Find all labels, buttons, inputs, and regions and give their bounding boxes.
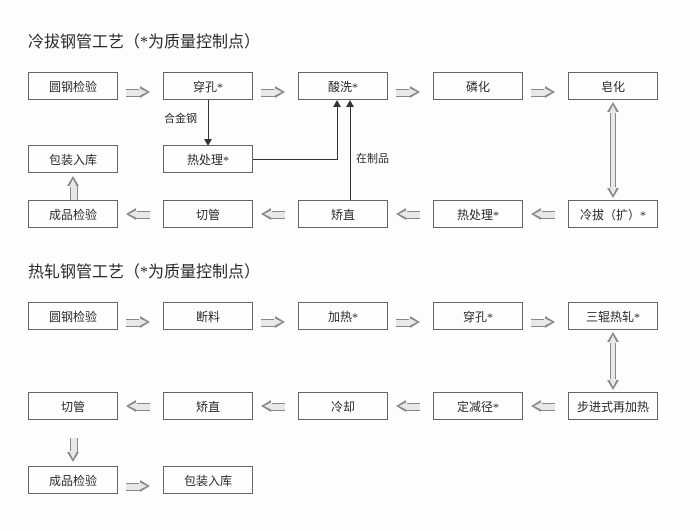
node-m10: 步进式再加热	[568, 392, 658, 420]
node-m12: 包装入库	[163, 466, 253, 494]
node-n7: 热处理*	[163, 145, 253, 173]
node-label: 切管	[196, 206, 220, 223]
node-n3: 酸洗*	[298, 72, 388, 100]
node-m2: 断料	[163, 302, 253, 330]
node-label: 冷拔（扩）*	[580, 206, 646, 223]
node-n12: 冷拔（扩）*	[568, 200, 658, 228]
node-label: 穿孔*	[193, 78, 223, 95]
diagram-canvas: 冷拔钢管工艺（*为质量控制点） 圆钢检验 穿孔* 酸洗* 磷化 皂化 包装入库 …	[0, 0, 700, 531]
node-label: 热处理*	[457, 206, 499, 223]
node-n4: 磷化	[433, 72, 523, 100]
node-n9: 切管	[163, 200, 253, 228]
node-label: 三辊热轧*	[586, 308, 640, 325]
node-n1: 圆钢检验	[28, 72, 118, 100]
node-m9: 定减径*	[433, 392, 523, 420]
node-label: 切管	[61, 398, 85, 415]
node-label: 矫直	[331, 206, 355, 223]
node-label: 包装入库	[49, 151, 97, 168]
node-label: 加热*	[328, 308, 358, 325]
node-n11: 热处理*	[433, 200, 523, 228]
node-label: 断料	[196, 308, 220, 325]
node-label: 定减径*	[457, 398, 499, 415]
node-n6: 包装入库	[28, 145, 118, 173]
node-label: 穿孔*	[463, 308, 493, 325]
node-label: 磷化	[466, 78, 490, 95]
arrow-bidir-icon	[607, 332, 619, 390]
node-label: 皂化	[601, 78, 625, 95]
node-m1: 圆钢检验	[28, 302, 118, 330]
node-n10: 矫直	[298, 200, 388, 228]
node-n8: 成品检验	[28, 200, 118, 228]
node-m3: 加热*	[298, 302, 388, 330]
node-label: 包装入库	[184, 472, 232, 489]
node-label: 酸洗*	[328, 78, 358, 95]
thin-connector	[350, 107, 351, 200]
thin-arrow-down-icon	[204, 139, 212, 146]
arrow-bidir-icon	[607, 102, 619, 198]
node-label: 圆钢检验	[49, 308, 97, 325]
node-m7: 矫直	[163, 392, 253, 420]
node-m4: 穿孔*	[433, 302, 523, 330]
thin-arrow-up-icon	[333, 100, 341, 107]
edge-label: 在制品	[356, 150, 389, 166]
thin-arrow-up-icon	[346, 100, 354, 107]
node-label: 圆钢检验	[49, 78, 97, 95]
flow1-title: 冷拔钢管工艺（*为质量控制点）	[28, 28, 260, 52]
node-label: 成品检验	[49, 472, 97, 489]
node-n2: 穿孔*	[163, 72, 253, 100]
node-m5: 三辊热轧*	[568, 302, 658, 330]
flow2-title: 热轧钢管工艺（*为质量控制点）	[28, 258, 260, 282]
node-m6: 切管	[28, 392, 118, 420]
node-m8: 冷却	[298, 392, 388, 420]
node-label: 矫直	[196, 398, 220, 415]
node-m11: 成品检验	[28, 466, 118, 494]
node-label: 步进式再加热	[577, 398, 649, 415]
thin-connector	[208, 100, 209, 139]
node-label: 成品检验	[49, 206, 97, 223]
node-n5: 皂化	[568, 72, 658, 100]
thin-connector	[337, 107, 338, 160]
edge-label: 合金钢	[164, 110, 197, 126]
node-label: 热处理*	[187, 151, 229, 168]
node-label: 冷却	[331, 398, 355, 415]
thin-connector	[253, 159, 338, 160]
